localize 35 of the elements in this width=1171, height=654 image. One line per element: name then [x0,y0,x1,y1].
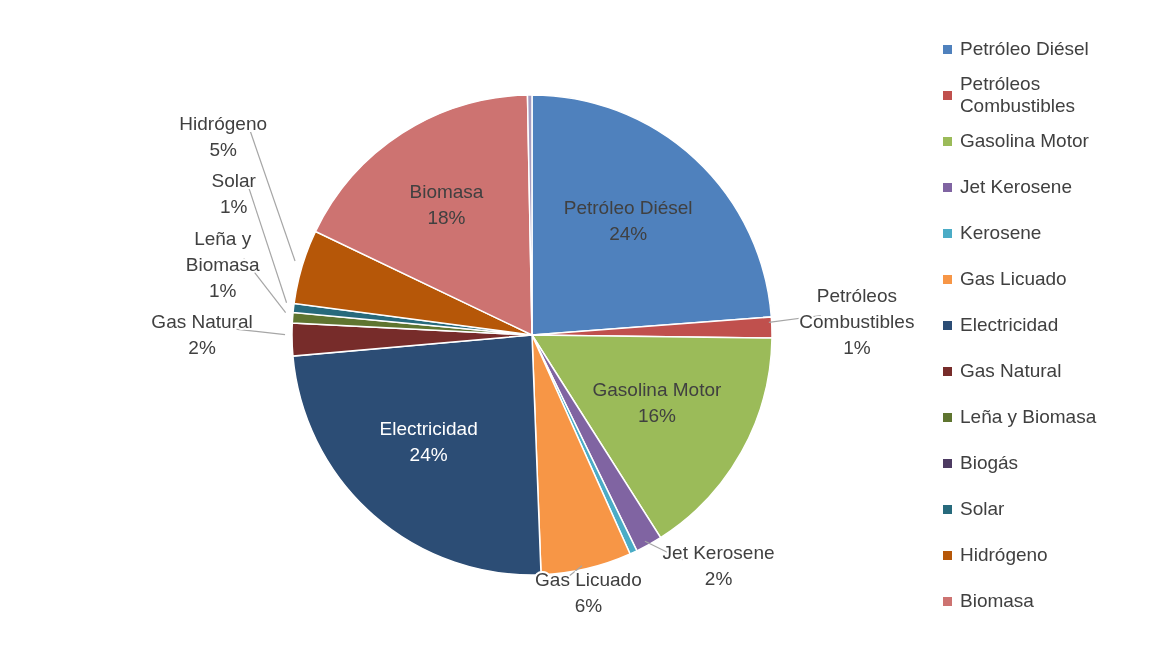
data-label: 16% [637,404,677,426]
slice-label: Hidrógeno [179,113,268,135]
legend-label: Hidrógeno [960,544,1048,566]
data-label: 5% [209,139,238,161]
data-label: 18% [427,206,466,228]
slice-label: Jet Kerosene [662,541,775,563]
slice-label: Leña y Biomasa [185,227,261,275]
slice-label: Electricidad [379,417,478,439]
data-label: 2% [704,567,733,589]
legend-label: Jet Kerosene [960,176,1072,198]
slice-label: Gas Natural [151,311,253,333]
slice-label: Gasolina Motor [592,378,723,400]
legend-label: Gas Natural [960,360,1062,382]
legend-label: Petróleo Diésel [960,38,1089,60]
data-label: 2% [188,337,216,359]
slice-label: Petróleo Diésel [563,196,693,218]
data-label: 6% [574,594,603,616]
legend-label: Gas Licuado [960,268,1067,290]
legend-label: Biomasa [960,590,1034,612]
legend-label: Biogás [960,452,1019,474]
slice-label: Solar [211,169,257,191]
legend-label: Kerosene [960,222,1042,244]
slice-label: Petróleos Combustibles [799,284,915,332]
data-label: 1% [219,195,248,217]
data-label: 1% [208,279,237,301]
data-label: 1% [843,336,871,358]
data-label: 24% [609,222,648,244]
legend-label: Solar [960,498,1005,520]
slice-label: Gas Licuado [535,568,642,590]
legend-label: Electricidad [960,314,1059,336]
data-label: 24% [409,443,448,465]
slice-label: Biomasa [409,180,484,202]
legend-label: Petróleos Combustibles [959,73,1076,117]
legend-label: Gasolina Motor [960,130,1089,152]
legend-label: Leña y Biomasa [960,406,1097,428]
